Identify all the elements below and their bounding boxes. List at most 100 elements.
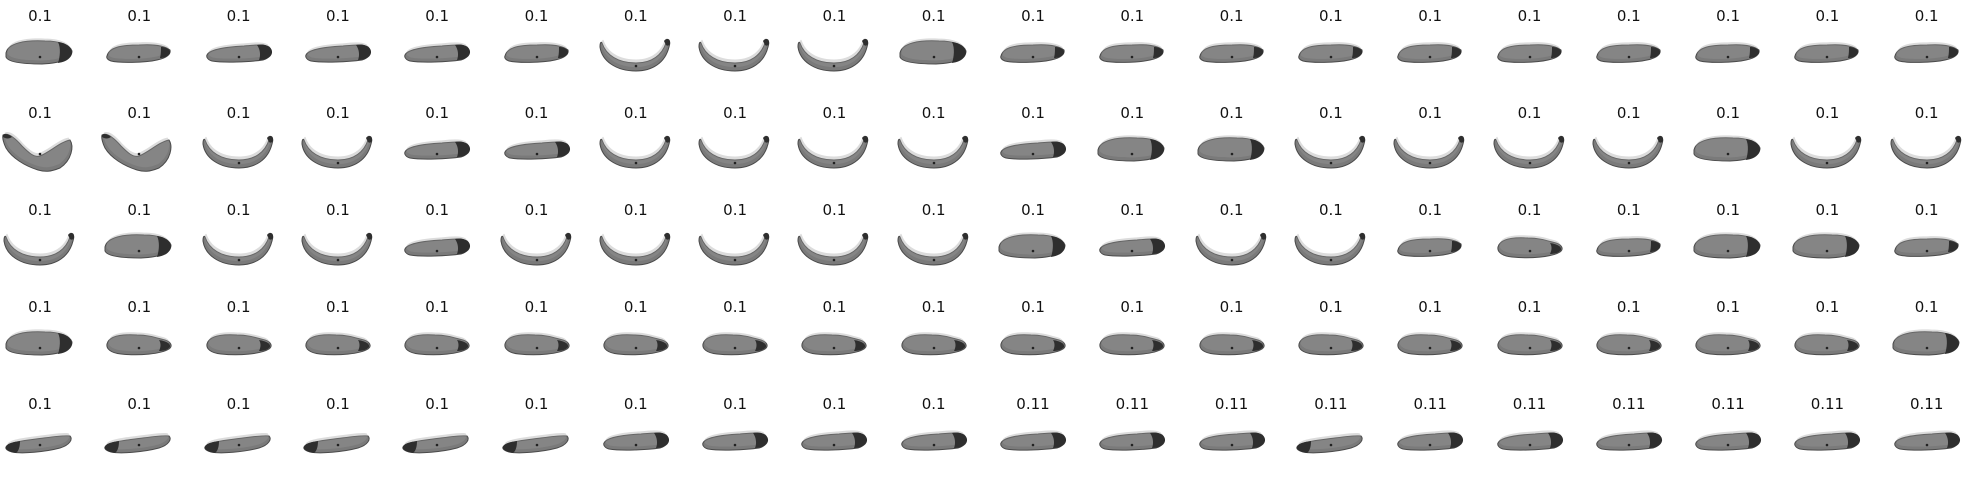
image-cell: 0.1 bbox=[99, 298, 179, 378]
banana-shadow bbox=[1649, 241, 1660, 252]
banana-spot bbox=[1428, 346, 1432, 350]
banana-spot bbox=[1329, 258, 1333, 262]
banana-spot bbox=[237, 443, 240, 447]
banana-body bbox=[503, 334, 570, 356]
banana-body bbox=[897, 137, 968, 169]
score-label: 0.1 bbox=[325, 298, 350, 316]
banana-spot bbox=[1329, 55, 1333, 59]
banana-body bbox=[797, 234, 869, 266]
banana-highlight bbox=[1002, 42, 1063, 59]
image-cell: 0.1 bbox=[1688, 201, 1768, 281]
banana-highlight bbox=[4, 132, 71, 168]
image-cell: 0.1 bbox=[1688, 298, 1768, 378]
banana-spot bbox=[1726, 443, 1730, 447]
banana-thumbnail bbox=[202, 135, 273, 169]
score-label: 0.1 bbox=[921, 7, 946, 25]
banana-spot bbox=[336, 443, 340, 447]
image-cell: 0.1 bbox=[497, 298, 577, 378]
banana-body bbox=[101, 133, 172, 172]
image-cell: 0.1 bbox=[1688, 104, 1768, 184]
banana-thumbnail bbox=[1893, 42, 1959, 63]
banana-highlight bbox=[601, 135, 668, 165]
banana-shadow bbox=[58, 333, 72, 354]
banana-body bbox=[1197, 137, 1265, 162]
banana-body bbox=[1693, 234, 1761, 259]
banana-spot bbox=[1726, 55, 1730, 59]
banana-body bbox=[599, 40, 670, 72]
banana-highlight bbox=[1695, 135, 1759, 158]
score-label: 0.1 bbox=[1120, 201, 1145, 219]
score-label: 0.1 bbox=[1716, 298, 1741, 316]
banana-spot bbox=[1130, 249, 1134, 253]
banana-body bbox=[797, 40, 869, 72]
banana-highlight bbox=[1201, 332, 1263, 352]
score-label: 0.1 bbox=[921, 298, 946, 316]
banana-spot bbox=[733, 443, 737, 447]
banana-highlight bbox=[700, 232, 768, 262]
banana-thumbnail bbox=[503, 332, 570, 356]
score-label: 0.1 bbox=[1517, 201, 1542, 219]
image-cell: 0.1 bbox=[894, 395, 974, 475]
banana-shadow bbox=[457, 340, 469, 351]
score-label: 0.1 bbox=[723, 201, 748, 219]
banana-thumbnail bbox=[404, 236, 471, 257]
banana-thumbnail bbox=[1198, 430, 1265, 451]
score-label: 0.1 bbox=[226, 395, 251, 413]
banana-thumbnail bbox=[1397, 332, 1463, 356]
banana-highlight bbox=[505, 42, 567, 59]
image-cell: 0.1 bbox=[596, 298, 676, 378]
score-label: 0.1 bbox=[325, 395, 350, 413]
banana-shadow bbox=[1448, 432, 1464, 448]
image-cell: 0.1 bbox=[397, 104, 477, 184]
image-cell: 0.1 bbox=[1192, 104, 1272, 184]
banana-body bbox=[603, 334, 669, 356]
banana-body bbox=[202, 234, 273, 266]
score-label: 0.1 bbox=[1120, 298, 1145, 316]
banana-shadow bbox=[1249, 139, 1264, 160]
image-cell: 0.1 bbox=[1390, 104, 1470, 184]
banana-highlight bbox=[1002, 332, 1064, 352]
banana-highlight bbox=[7, 329, 71, 352]
score-label: 0.1 bbox=[1914, 201, 1939, 219]
banana-shadow bbox=[1746, 432, 1762, 448]
image-cell: 0.1 bbox=[0, 298, 80, 378]
image-cell: 0.1 bbox=[894, 7, 974, 87]
banana-spot bbox=[634, 161, 638, 165]
image-cell: 0.1 bbox=[99, 395, 179, 475]
banana-highlight bbox=[1101, 332, 1163, 352]
banana-shadow bbox=[1748, 340, 1760, 351]
banana-spot bbox=[1726, 152, 1730, 156]
score-label: 0.1 bbox=[28, 201, 52, 219]
banana-spot bbox=[336, 161, 340, 165]
banana-highlight bbox=[7, 432, 70, 450]
banana-highlight bbox=[899, 232, 966, 262]
image-cell: 0.11 bbox=[993, 395, 1073, 475]
banana-thumbnail bbox=[702, 332, 768, 356]
banana-thumbnail bbox=[1195, 232, 1266, 266]
banana-thumbnail bbox=[205, 332, 272, 356]
score-label: 0.1 bbox=[226, 104, 251, 122]
banana-thumbnail bbox=[603, 332, 669, 356]
banana-body bbox=[1790, 137, 1862, 169]
score-label: 0.11 bbox=[1612, 395, 1646, 413]
banana-shadow bbox=[862, 232, 869, 240]
banana-highlight bbox=[800, 135, 867, 165]
banana-thumbnail bbox=[303, 432, 370, 454]
banana-highlight bbox=[1197, 232, 1264, 262]
banana-highlight bbox=[1296, 232, 1363, 262]
banana-highlight bbox=[303, 135, 370, 165]
banana-thumbnail bbox=[1097, 135, 1165, 162]
banana-shadow bbox=[852, 432, 868, 448]
banana-thumbnail bbox=[1794, 42, 1860, 63]
banana-thumbnail bbox=[1496, 430, 1563, 451]
banana-thumbnail bbox=[1790, 135, 1862, 169]
banana-spot bbox=[1130, 152, 1134, 156]
image-cell: 0.1 bbox=[99, 104, 179, 184]
score-label: 0.1 bbox=[921, 395, 946, 413]
banana-body bbox=[901, 334, 967, 356]
banana-spot bbox=[833, 346, 836, 350]
banana-highlight bbox=[103, 132, 170, 168]
banana-spot bbox=[932, 161, 935, 165]
image-cell: 0.11 bbox=[1589, 395, 1669, 475]
banana-spot bbox=[1031, 443, 1035, 447]
